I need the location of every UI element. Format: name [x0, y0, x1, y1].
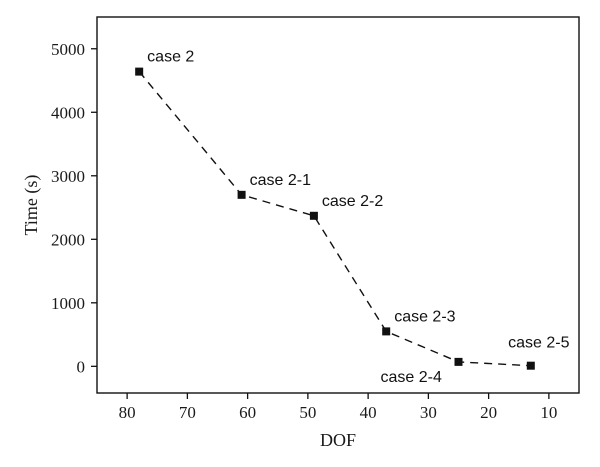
x-tick-label: 80: [119, 403, 136, 422]
y-tick-label: 2000: [51, 230, 85, 249]
data-point-label: case 2-4: [381, 369, 442, 386]
y-tick-label: 1000: [51, 294, 85, 313]
x-axis-ticks: 80 70 60 50 40 30 20 10: [119, 393, 557, 422]
data-point-marker: [309, 211, 318, 220]
x-tick-label: 20: [480, 403, 497, 422]
data-point-marker: [454, 357, 463, 366]
y-axis-label: Time (s): [21, 175, 42, 236]
data-point-marker: [135, 67, 144, 76]
data-point-label: case 2-5: [508, 335, 569, 352]
y-tick-label: 4000: [51, 103, 85, 122]
y-tick-label: 3000: [51, 167, 85, 186]
x-tick-label: 60: [239, 403, 256, 422]
y-axis-ticks: 0 1000 2000 3000 4000 5000: [51, 40, 97, 376]
x-tick-label: 10: [540, 403, 557, 422]
series-line: [138, 71, 531, 367]
x-axis-label: DOF: [320, 430, 356, 450]
data-markers: [135, 67, 535, 370]
plot-frame: [96, 16, 580, 394]
data-point-labels: case 2 case 2-1 case 2-2 case 2-3 case 2-4 ca…: [147, 49, 569, 386]
data-point-marker: [382, 327, 391, 336]
y-tick-label: 0: [77, 357, 86, 376]
data-point-label: case 2-2: [322, 193, 383, 210]
data-point-label: case 2-3: [394, 308, 455, 325]
data-point-label: case 2-1: [250, 172, 311, 189]
x-tick-label: 40: [360, 403, 377, 422]
y-tick-label: 5000: [51, 40, 85, 59]
data-point-label: case 2: [147, 49, 194, 66]
x-tick-label: 50: [299, 403, 316, 422]
data-point-marker: [237, 190, 246, 199]
x-tick-label: 30: [420, 403, 437, 422]
data-point-marker: [526, 361, 535, 370]
x-tick-label: 70: [179, 403, 196, 422]
